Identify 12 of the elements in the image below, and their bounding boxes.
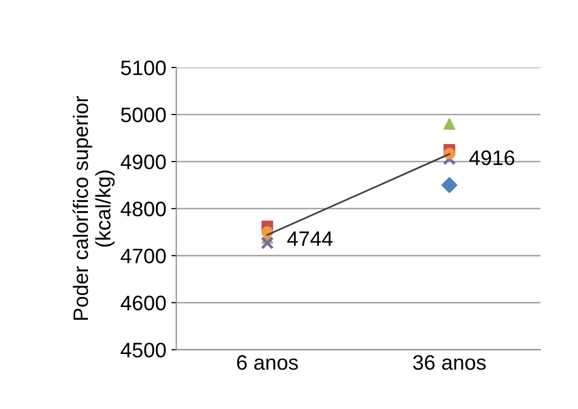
x-tick-label: 36 anos [413,355,486,370]
x-tick-label: 6 anos [237,355,298,370]
y-tick-label: 4500 [120,342,166,358]
y-tick-label: 4700 [120,248,166,264]
data-label: 4916 [469,150,514,166]
y-tick-label: 4800 [120,202,166,216]
data-label: 4744 [287,232,333,246]
y-tick-label: 5100 [121,60,166,76]
y-tick-label: 4900 [120,154,166,170]
y-tick-label: 4600 [120,296,166,310]
y-axis-title: Poder calorífico superior (kcal/kg) [72,96,115,320]
y-tick-label: 5000 [121,108,166,122]
